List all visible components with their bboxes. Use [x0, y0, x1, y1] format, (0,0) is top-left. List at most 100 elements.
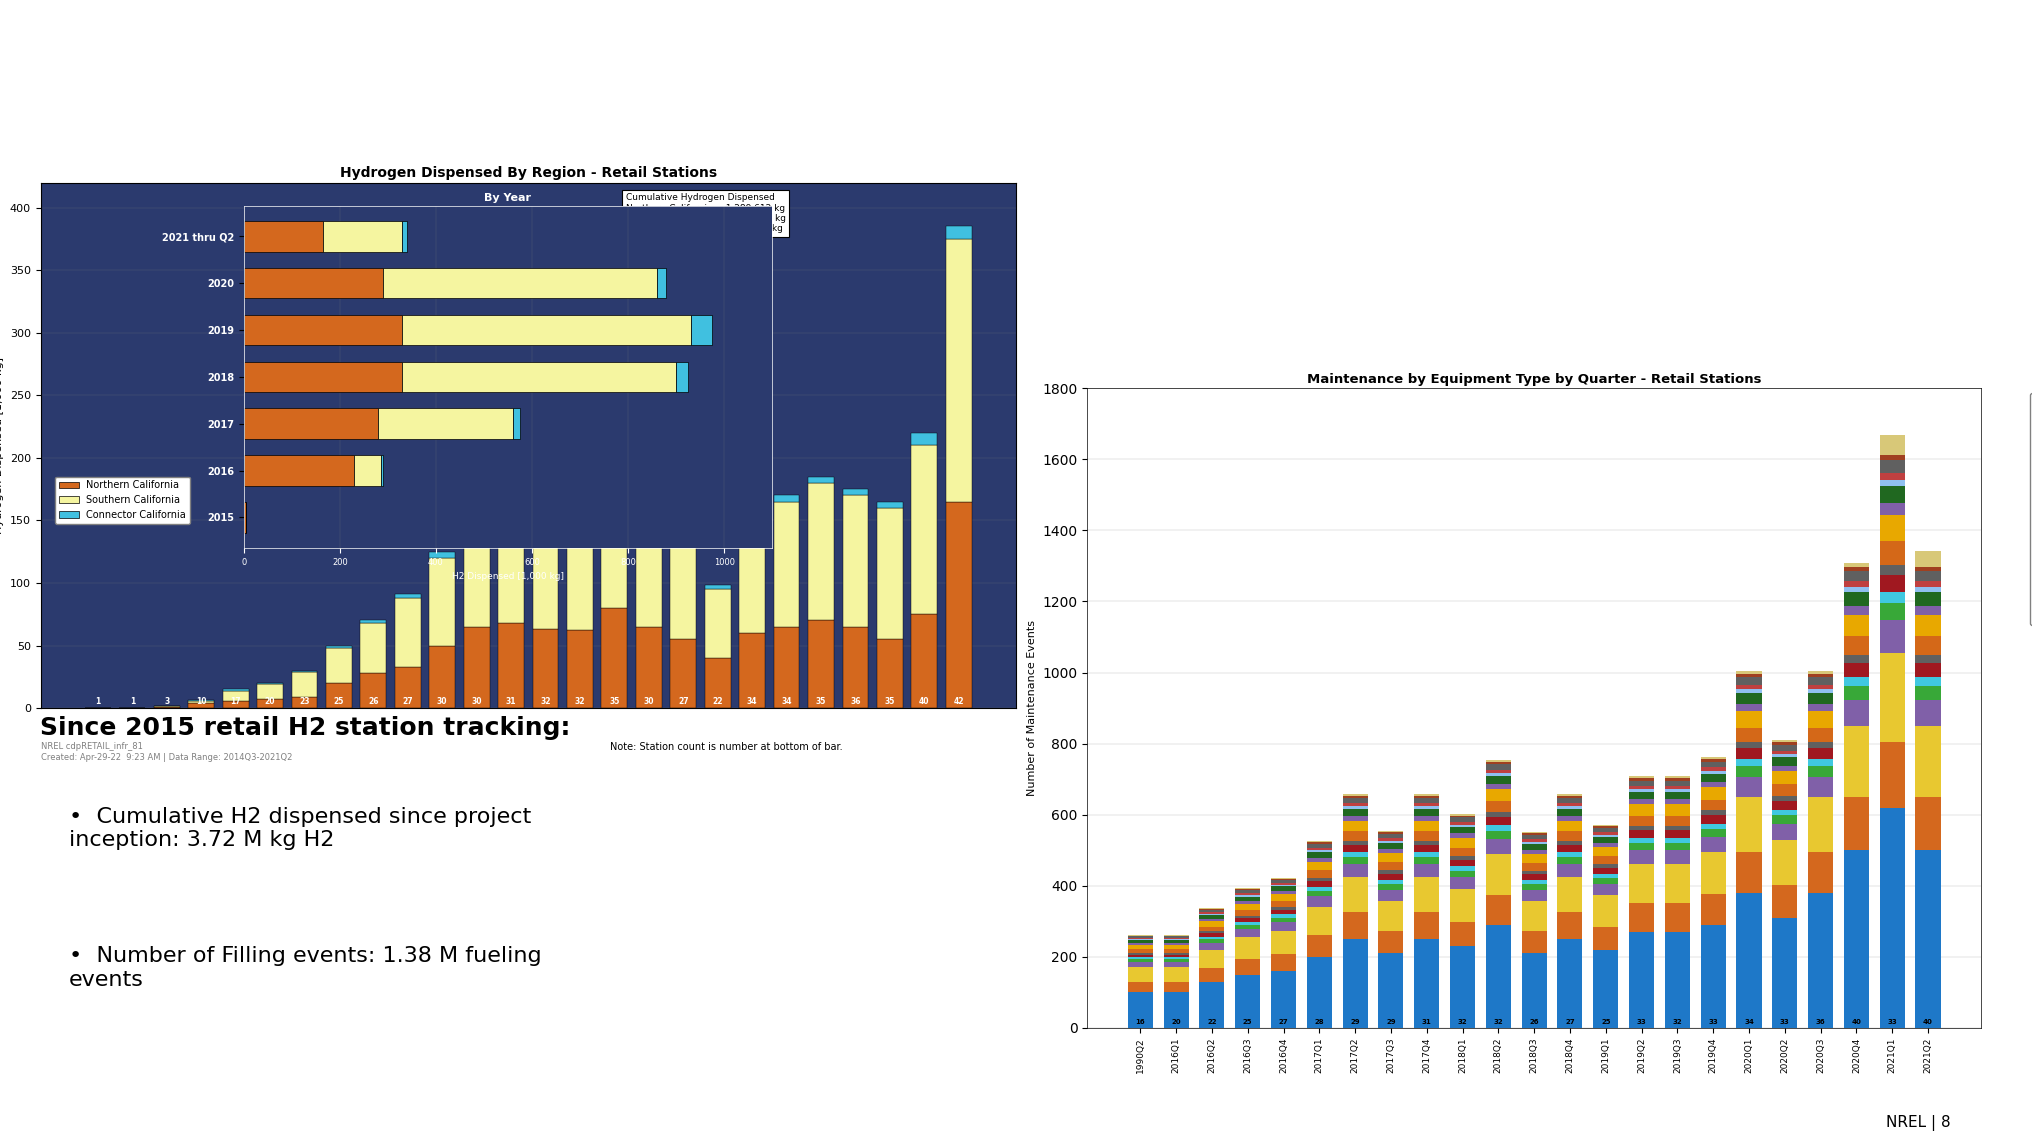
Bar	[1235, 958, 1260, 974]
Bar	[1843, 571, 1869, 581]
Bar	[1772, 841, 1798, 885]
Bar	[1664, 791, 1691, 799]
Bar	[1235, 910, 1260, 916]
Bar	[1414, 912, 1439, 939]
Bar	[1270, 910, 1296, 915]
Bar	[1485, 770, 1512, 773]
Bar	[1378, 831, 1404, 833]
Bar	[1485, 894, 1512, 925]
Bar	[1916, 654, 1941, 662]
Bar	[1522, 931, 1546, 954]
Bar	[394, 667, 421, 708]
Bar	[774, 501, 799, 627]
Bar	[636, 508, 662, 627]
Bar	[1307, 896, 1331, 907]
Bar	[1522, 831, 1546, 834]
Bar	[394, 594, 421, 598]
Bar	[1557, 856, 1583, 863]
Text: Since 2015 retail H2 station tracking:: Since 2015 retail H2 station tracking:	[41, 716, 571, 740]
Bar	[1343, 817, 1368, 821]
Text: •  Number of Filling events: 1.38 M fueling
events: • Number of Filling events: 1.38 M fueli…	[69, 947, 543, 990]
Bar	[1880, 435, 1904, 455]
X-axis label: H2 Dispensed [1,000 kg]: H2 Dispensed [1,000 kg]	[451, 572, 565, 581]
Bar	[1522, 842, 1546, 844]
Bar	[1164, 955, 1189, 957]
Bar	[1414, 939, 1439, 1028]
Bar	[378, 409, 512, 439]
Bar	[1557, 798, 1583, 803]
Title: Hydrogen Dispensed By Region - Retail Stations: Hydrogen Dispensed By Region - Retail St…	[339, 167, 717, 180]
Bar	[1378, 841, 1404, 844]
Bar	[1343, 912, 1368, 939]
Bar	[1485, 838, 1512, 854]
Bar	[258, 699, 282, 708]
Bar	[1701, 852, 1725, 894]
Text: 23: 23	[299, 697, 309, 706]
Bar	[705, 658, 732, 708]
Bar	[1843, 677, 1869, 686]
Bar	[1164, 946, 1189, 949]
Bar	[1843, 587, 1869, 592]
Bar	[1128, 955, 1152, 957]
Bar	[1701, 925, 1725, 1028]
Bar	[394, 598, 421, 667]
Bar	[1808, 727, 1833, 742]
Bar	[1522, 954, 1546, 1028]
Bar	[636, 501, 662, 508]
Bar	[1701, 823, 1725, 829]
Bar	[1630, 903, 1654, 932]
Bar	[1630, 804, 1654, 815]
Bar	[1630, 815, 1654, 826]
Bar	[1270, 923, 1296, 931]
Bar	[1270, 901, 1296, 907]
Bar	[1522, 884, 1546, 891]
Bar	[224, 700, 248, 708]
Bar	[1593, 877, 1617, 884]
Bar	[325, 683, 352, 708]
Bar	[1664, 903, 1691, 932]
Bar	[740, 498, 766, 508]
Text: 33: 33	[1888, 1019, 1898, 1026]
Bar	[601, 474, 628, 483]
Bar	[244, 222, 323, 251]
Bar	[1772, 771, 1798, 785]
Bar	[1593, 835, 1617, 837]
Bar	[809, 483, 833, 620]
Bar	[429, 645, 455, 708]
Bar	[429, 558, 455, 645]
Bar	[1235, 974, 1260, 1028]
Bar	[1414, 845, 1439, 852]
Bar	[912, 433, 937, 445]
Bar	[1630, 777, 1654, 779]
Bar	[1772, 815, 1798, 823]
Bar	[1199, 968, 1225, 982]
Bar	[1737, 705, 1762, 711]
Bar	[1701, 811, 1725, 815]
Bar	[740, 508, 766, 633]
Bar	[1343, 852, 1368, 856]
Bar	[1880, 455, 1904, 460]
Text: 29: 29	[1351, 1019, 1359, 1026]
Bar	[1414, 795, 1439, 796]
Bar	[1664, 932, 1691, 1028]
Bar	[1128, 992, 1152, 1028]
Text: 33: 33	[1780, 1019, 1790, 1026]
Bar	[705, 589, 732, 658]
Bar	[1235, 916, 1260, 918]
Bar	[1880, 460, 1904, 473]
Bar	[1378, 850, 1404, 853]
Bar	[1701, 815, 1725, 823]
Bar	[1916, 850, 1941, 1028]
Bar	[1557, 912, 1583, 939]
Bar	[1378, 954, 1404, 1028]
Bar	[1270, 883, 1296, 885]
Bar	[1843, 726, 1869, 797]
Bar	[1772, 750, 1798, 754]
Text: 30: 30	[437, 697, 447, 706]
Bar	[1843, 686, 1869, 700]
Bar	[809, 620, 833, 708]
Bar	[671, 539, 697, 640]
Bar	[601, 483, 628, 608]
Bar	[1414, 852, 1439, 856]
Bar	[1343, 803, 1368, 806]
